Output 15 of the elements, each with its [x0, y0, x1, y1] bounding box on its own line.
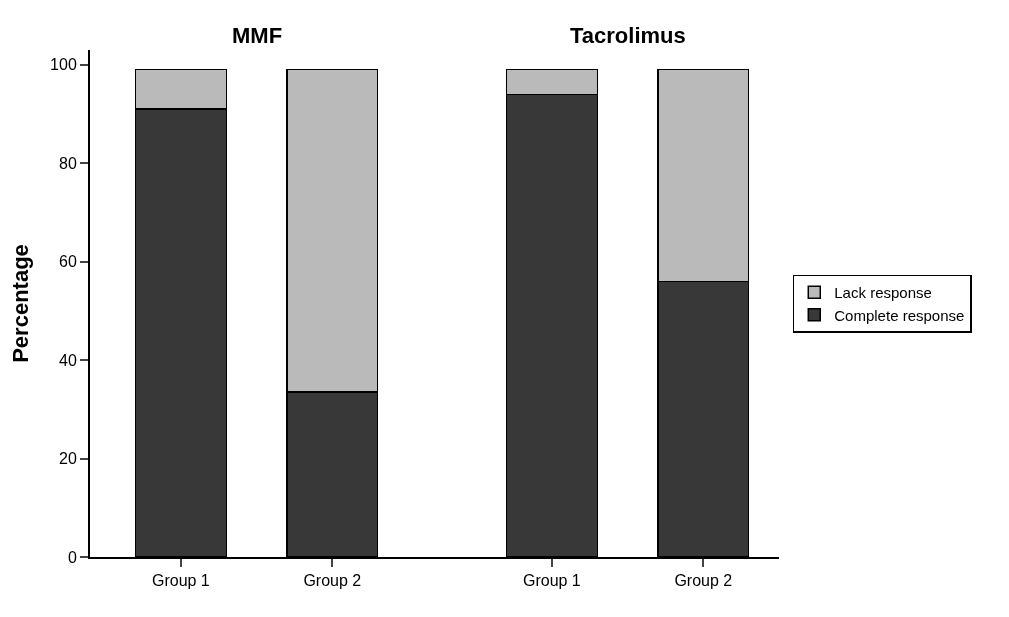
y-tick-label: 100 — [50, 56, 77, 74]
legend-label: Complete response — [834, 306, 965, 324]
x-tick-label: Group 1 — [151, 572, 210, 590]
x-tick-label: Group 2 — [674, 572, 733, 590]
y-axis-title: Percentage — [8, 244, 34, 363]
y-tick-label: 0 — [67, 548, 77, 566]
y-tick-label: 40 — [59, 351, 77, 369]
y-tick-label: 60 — [59, 253, 77, 271]
x-tick-label: Group 2 — [303, 572, 362, 590]
y-tick-label: 80 — [59, 154, 77, 172]
text: MMF — [232, 23, 283, 48]
legend-label: Lack response — [834, 284, 932, 302]
x-tick-label: Group 1 — [522, 572, 581, 590]
y-tick-label: 20 — [59, 450, 77, 468]
text: Tacrolimus — [570, 23, 686, 48]
